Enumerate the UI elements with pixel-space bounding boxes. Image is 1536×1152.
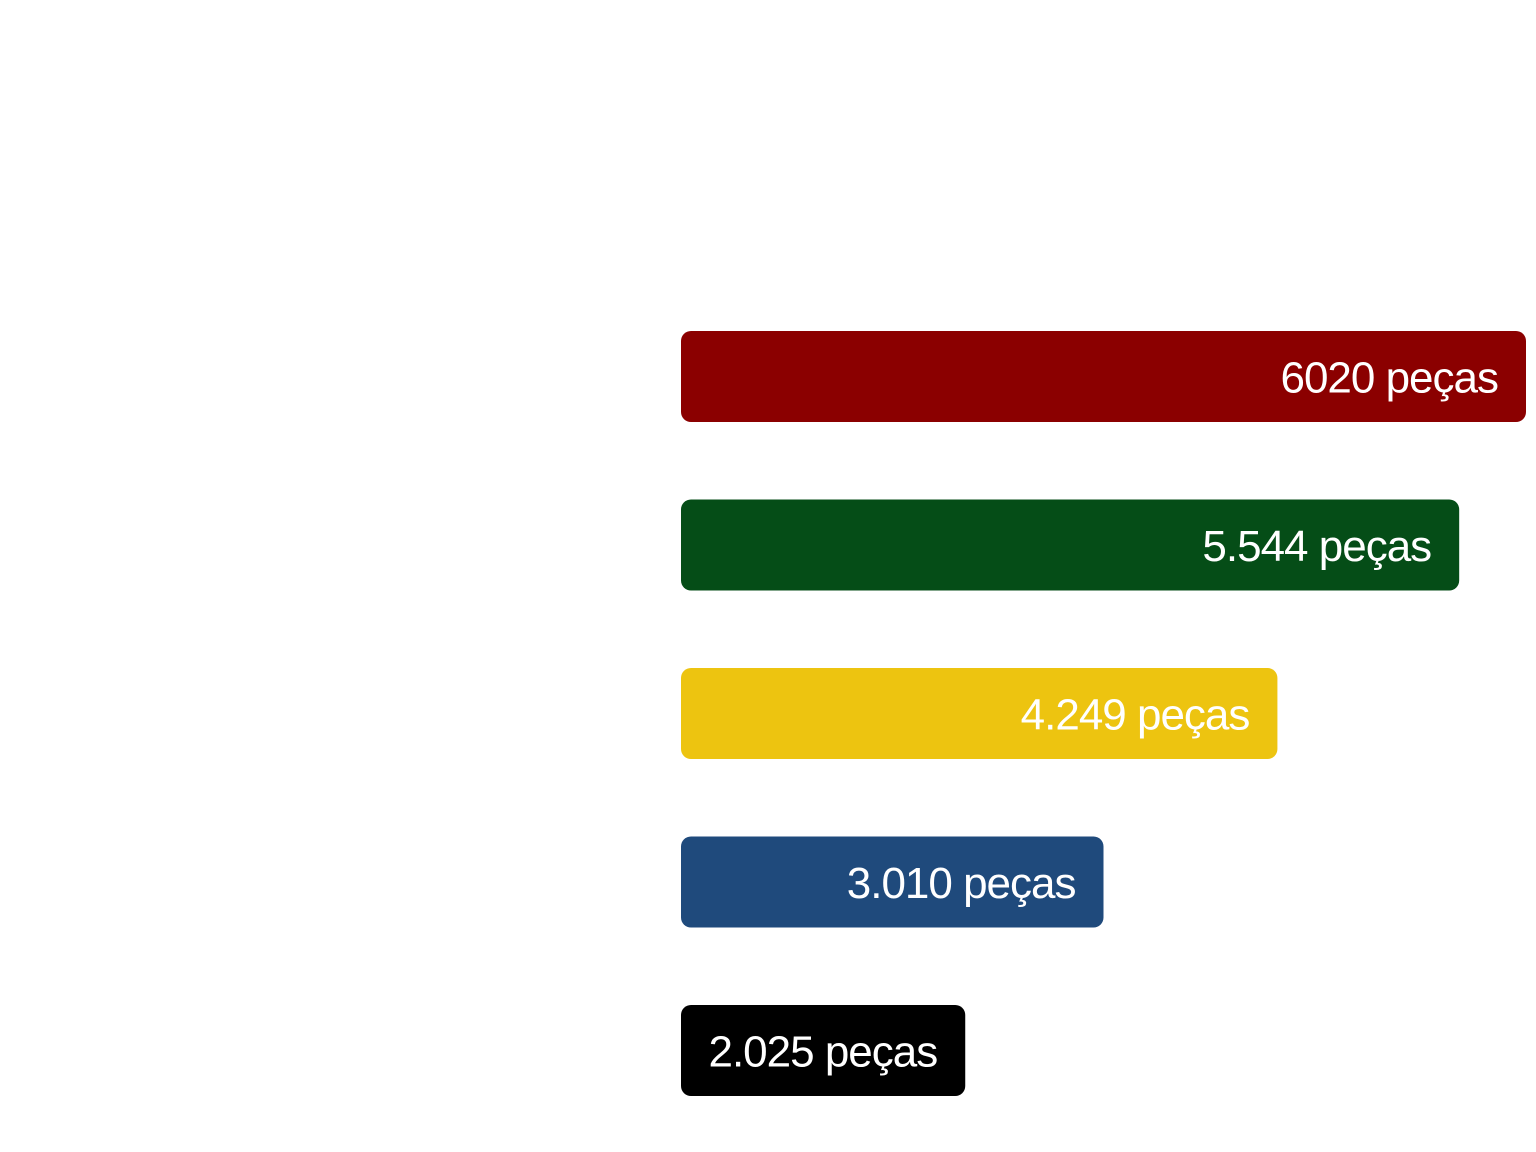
bar-1	[681, 331, 1526, 422]
bars-group	[681, 331, 1526, 1096]
bar-4	[681, 836, 1104, 928]
bar-3	[681, 668, 1278, 759]
bar-label-5: 2.025 peças	[708, 1028, 937, 1077]
bar-label-2: 5.544 peças	[1202, 522, 1431, 571]
bar-5	[681, 1005, 966, 1096]
bar-label-1: 6020 peças	[1280, 354, 1498, 403]
bar-label-4: 3.010 peças	[847, 859, 1076, 908]
bar-2	[681, 499, 1460, 591]
bar-labels-group: 6020 peças 5.544 peças 4.249 peças 3.010 pe…	[708, 354, 1499, 1077]
bar-label-3: 4.249 peças	[1021, 691, 1250, 740]
